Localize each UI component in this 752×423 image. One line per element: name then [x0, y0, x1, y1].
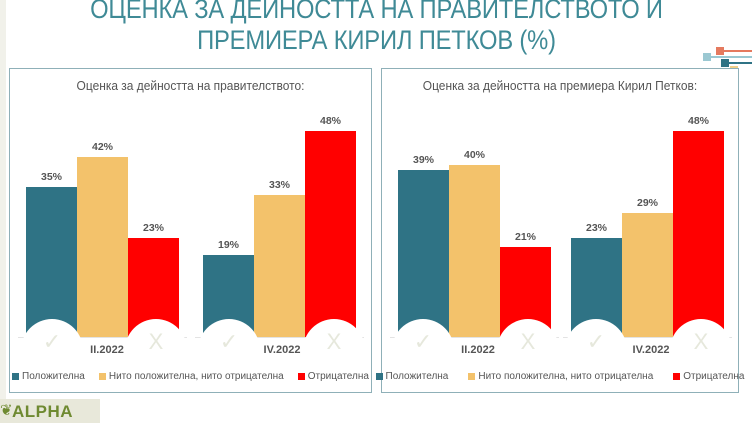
swatch-negative — [297, 373, 305, 380]
check-icon: ✓ — [413, 329, 433, 354]
legend: Положителна Нито положителна, нито отриц… — [9, 371, 372, 382]
title-line-1: ОЦЕНКА ЗА ДЕЙНОСТТА НА ПРАВИТЕЛСТВОТО И — [90, 0, 663, 24]
bar-neutral — [449, 165, 500, 337]
page-title: ОЦЕНКА ЗА ДЕЙНОСТТА НА ПРАВИТЕЛСТВОТО И … — [46, 0, 708, 56]
legend-label: Отрицателна — [683, 371, 745, 382]
category-label: IV.2022 — [632, 344, 670, 356]
legend-label: Нито положителна, нито отрицателна — [478, 371, 654, 382]
bar-value-label: 48% — [687, 115, 709, 128]
bar-value-label: 35% — [40, 170, 62, 183]
check-icon: ✓ — [219, 329, 239, 354]
bar-negative — [673, 131, 724, 337]
cross-icon: X — [326, 329, 342, 354]
check-icon: ✓ — [42, 329, 62, 354]
bar-value-label: 39% — [412, 153, 434, 166]
cross-icon: X — [693, 329, 709, 354]
bar-value-label: 23% — [142, 222, 164, 235]
legend: Положителна Нито положителна, нито отриц… — [375, 371, 744, 382]
logo-text: ALPHA — [12, 402, 74, 421]
bar-value-label: 19% — [217, 239, 239, 252]
decorative-arch — [198, 319, 260, 381]
category-label: II.2022 — [90, 344, 124, 356]
check-icon: ✓ — [586, 329, 606, 354]
decorative-arch — [21, 319, 83, 381]
bar-value-label: 21% — [514, 230, 536, 243]
alpha-logo: ❦ ALPHA — [0, 399, 100, 423]
left-edge-strip — [0, 0, 6, 423]
bar-value-label: 48% — [319, 115, 341, 128]
legend-label: Нито положителна, нито отрицателна — [108, 371, 284, 382]
swatch-negative — [673, 373, 681, 380]
legend-label: Положителна — [385, 371, 449, 382]
swatch-neutral — [98, 373, 106, 380]
legend-item-negative: Отрицателна — [673, 371, 744, 382]
leaf-icon: ❦ — [0, 402, 13, 419]
bar-neutral — [254, 195, 305, 337]
legend-label: Отрицателна — [307, 371, 369, 382]
bar-value-label: 33% — [268, 179, 290, 192]
legend-item-neutral: Нито положителна, нито отрицателна — [98, 371, 284, 382]
axis-baseline — [195, 337, 364, 338]
legend-label: Положителна — [22, 371, 85, 382]
bar-neutral — [77, 156, 128, 337]
bar-value-label: 23% — [585, 222, 607, 235]
legend-item-positive: Положителна — [375, 371, 449, 382]
decorative-arch — [670, 319, 732, 381]
title-line-2: ПРЕМИЕРА КИРИЛ ПЕТКОВ (%) — [197, 25, 556, 55]
bar-positive — [398, 169, 449, 337]
bar-negative — [305, 131, 356, 337]
legend-item-neutral: Нито положителна, нито отрицателна — [468, 371, 653, 382]
decorative-arch — [497, 319, 559, 381]
cross-icon: X — [148, 329, 164, 354]
bar-neutral — [622, 212, 673, 337]
swatch-neutral — [468, 373, 476, 380]
axis-baseline — [390, 337, 559, 338]
swatch-positive — [375, 373, 383, 380]
panel-title: Оценка за дейността на премиера Кирил Пе… — [422, 78, 698, 93]
bar-value-label: 42% — [91, 140, 113, 153]
swatch-positive — [12, 373, 20, 380]
axis-baseline — [18, 337, 187, 338]
category-label: IV.2022 — [263, 344, 301, 356]
decorative-arch — [565, 319, 627, 381]
bar-value-label: 40% — [463, 149, 485, 162]
legend-item-positive: Положителна — [12, 371, 85, 382]
bar-value-label: 29% — [636, 196, 658, 209]
decorative-arch — [392, 319, 454, 381]
decorative-arch — [303, 319, 365, 381]
category-label: II.2022 — [461, 344, 495, 356]
decorative-arch — [125, 319, 187, 381]
cross-icon: X — [520, 329, 536, 354]
axis-baseline — [563, 337, 732, 338]
panel-title: Оценка за дейността на правителството: — [76, 78, 305, 93]
bar-positive — [26, 186, 77, 337]
legend-item-negative: Отрицателна — [297, 371, 369, 382]
